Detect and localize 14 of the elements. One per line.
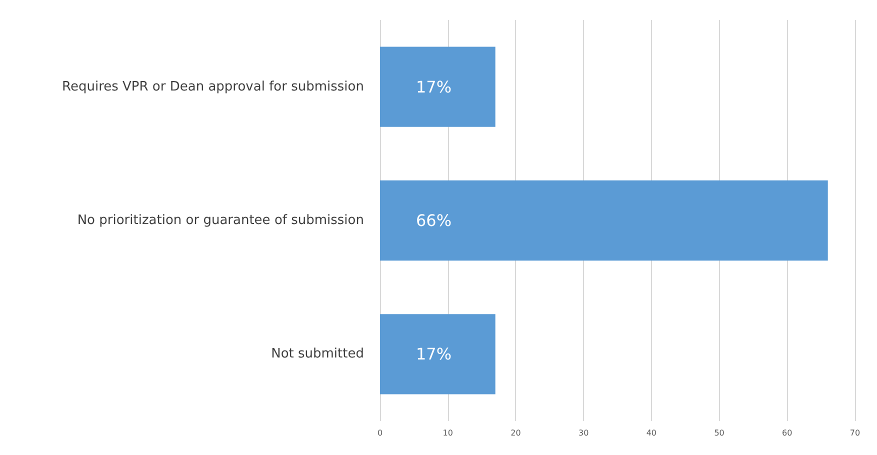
x-tick-label: 10 bbox=[442, 428, 453, 438]
x-tick-label: 70 bbox=[850, 428, 860, 438]
y-tick-label: Requires VPR or Dean approval for submission bbox=[62, 79, 364, 94]
x-tick-label: 50 bbox=[714, 428, 724, 438]
x-tick-label: 30 bbox=[578, 428, 589, 438]
data-label: 66% bbox=[416, 211, 452, 230]
data-label: 17% bbox=[416, 344, 452, 364]
x-tick-label: 60 bbox=[782, 428, 792, 438]
y-tick-label: No prioritization or guarantee of submission bbox=[77, 213, 364, 228]
x-tick-label: 20 bbox=[510, 428, 521, 438]
x-tick-label: 0 bbox=[377, 428, 383, 438]
data-label: 17% bbox=[416, 77, 452, 96]
x-tick-label: 40 bbox=[646, 428, 657, 438]
y-tick-label: Not submitted bbox=[271, 346, 364, 362]
